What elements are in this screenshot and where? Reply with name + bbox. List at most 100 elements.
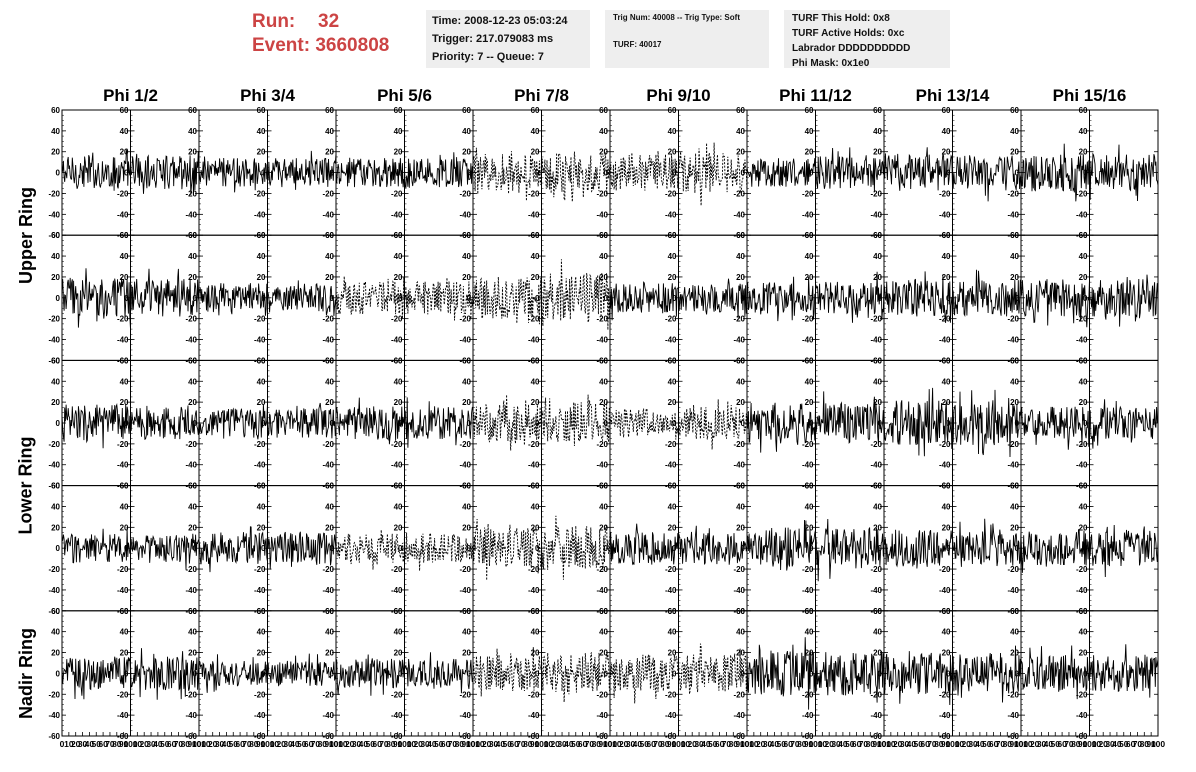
- x-tick-label: 10: [407, 739, 417, 749]
- y-tick-label: 40: [51, 628, 60, 637]
- y-tick-label: -20: [48, 189, 60, 198]
- y-tick-label: 40: [120, 502, 129, 511]
- y-tick-label: -60: [48, 482, 60, 491]
- trigger-text: Trigger: 217.079083 ms: [432, 33, 554, 45]
- y-tick-label: -40: [117, 210, 129, 219]
- y-tick-label: 40: [257, 377, 266, 386]
- x-tick-label: 30: [557, 739, 567, 749]
- y-tick-label: -20: [322, 565, 334, 574]
- y-tick-label: -40: [596, 586, 608, 595]
- x-tick-label: 30: [763, 739, 773, 749]
- waveform-trace: [1020, 279, 1090, 328]
- priority-text: Priority: 7 -- Queue: 7: [432, 51, 544, 63]
- y-tick-label: -60: [117, 231, 129, 240]
- y-tick-label: -20: [596, 440, 608, 449]
- y-tick-label: -20: [733, 315, 745, 324]
- waveform-trace: [267, 402, 337, 439]
- time-info-box: Time: 2008-12-23 05:03:24 Trigger: 217.0…: [426, 10, 590, 68]
- x-tick-label: 20: [619, 739, 629, 749]
- y-tick-label: 60: [668, 482, 677, 491]
- y-tick-label: 20: [257, 649, 266, 658]
- x-tick-label: 30: [215, 739, 225, 749]
- x-tick-label: 60: [304, 739, 314, 749]
- y-tick-label: -40: [1076, 461, 1088, 470]
- y-tick-label: 0: [535, 544, 540, 553]
- x-tick-label: 40: [701, 739, 711, 749]
- y-tick-label: 20: [188, 398, 197, 407]
- x-tick-label: 20: [893, 739, 903, 749]
- y-tick-label: -40: [1076, 210, 1088, 219]
- x-tick-label: 70: [379, 739, 389, 749]
- x-tick-label: 40: [222, 739, 232, 749]
- y-tick-label: 60: [1010, 356, 1019, 365]
- y-tick-label: 0: [1083, 294, 1088, 303]
- x-tick-label: 30: [900, 739, 910, 749]
- y-tick-label: 60: [325, 356, 334, 365]
- x-tick-label: 70: [516, 739, 526, 749]
- y-tick-label: 0: [330, 544, 335, 553]
- y-tick-label: 40: [188, 127, 197, 136]
- x-tick-label: 50: [434, 739, 444, 749]
- y-tick-label: 40: [188, 377, 197, 386]
- y-tick-label: -60: [185, 732, 197, 741]
- y-tick-label: -60: [254, 732, 266, 741]
- y-tick-label: 40: [1079, 377, 1088, 386]
- y-tick-label: -60: [1007, 231, 1019, 240]
- y-tick-label: -40: [117, 586, 129, 595]
- y-tick-label: -40: [322, 336, 334, 345]
- y-tick-label: 20: [1010, 273, 1019, 282]
- y-tick-label: -20: [665, 690, 677, 699]
- x-tick-label: 70: [996, 739, 1006, 749]
- y-tick-label: 60: [462, 231, 471, 240]
- waveform-trace: [678, 278, 748, 319]
- x-tick-label: 100: [740, 739, 754, 749]
- waveform-trace: [404, 397, 474, 448]
- y-tick-label: -20: [117, 565, 129, 574]
- y-tick-label: -40: [939, 336, 951, 345]
- run-value: 32: [318, 11, 340, 32]
- y-tick-label: -60: [48, 231, 60, 240]
- x-tick-label: 70: [1133, 739, 1143, 749]
- y-tick-label: -20: [48, 565, 60, 574]
- y-tick-label: -40: [322, 711, 334, 720]
- y-tick-label: 20: [325, 148, 334, 157]
- y-tick-label: 0: [261, 544, 266, 553]
- y-tick-label: -40: [1007, 461, 1019, 470]
- x-tick-label: 20: [824, 739, 834, 749]
- y-tick-label: 60: [394, 106, 403, 115]
- y-tick-label: -40: [48, 210, 60, 219]
- waveform-trace: [130, 533, 200, 570]
- y-tick-label: 40: [51, 502, 60, 511]
- x-tick-label: 90: [598, 739, 608, 749]
- y-tick-label: -20: [528, 690, 540, 699]
- y-tick-label: -60: [185, 231, 197, 240]
- y-tick-label: -20: [665, 565, 677, 574]
- y-tick-label: 0: [1083, 419, 1088, 428]
- y-tick-label: 20: [1010, 523, 1019, 532]
- y-tick-label: 0: [878, 419, 883, 428]
- y-tick-label: -40: [1007, 210, 1019, 219]
- y-tick-label: 20: [942, 148, 951, 157]
- y-tick-label: -40: [459, 586, 471, 595]
- y-tick-label: 0: [1083, 169, 1088, 178]
- y-tick-label: 60: [668, 231, 677, 240]
- y-tick-label: -60: [665, 607, 677, 616]
- y-tick-label: 60: [805, 356, 814, 365]
- y-tick-label: 0: [878, 544, 883, 553]
- x-tick-label: 60: [167, 739, 177, 749]
- y-tick-label: 0: [467, 294, 472, 303]
- y-tick-label: 60: [51, 482, 60, 491]
- y-tick-label: -20: [939, 690, 951, 699]
- waveform-trace: [472, 518, 542, 581]
- y-tick-label: -60: [322, 231, 334, 240]
- y-tick-label: 20: [736, 148, 745, 157]
- y-tick-label: 0: [261, 669, 266, 678]
- y-tick-label: 40: [599, 127, 608, 136]
- turf-text: TURF: 40017: [613, 40, 662, 49]
- y-tick-label: 40: [805, 628, 814, 637]
- y-tick-label: -60: [1076, 231, 1088, 240]
- y-tick-label: -40: [802, 336, 814, 345]
- y-tick-label: 0: [124, 669, 129, 678]
- waveform-trace: [815, 391, 885, 444]
- y-tick-label: 20: [325, 649, 334, 658]
